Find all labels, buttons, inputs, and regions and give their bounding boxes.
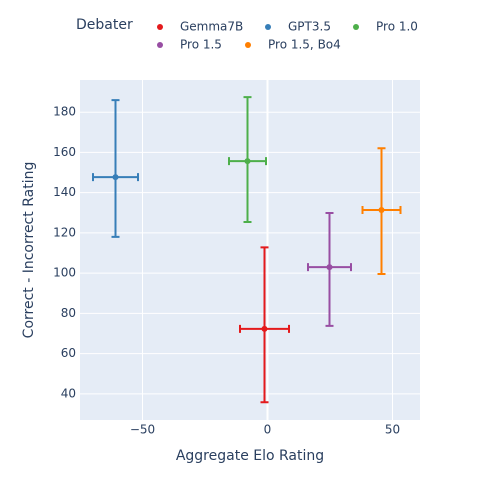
x-tick-label: 50: [385, 423, 400, 437]
y-tick-label: 100: [53, 266, 76, 280]
y-tick-label: 80: [61, 306, 76, 320]
legend-label: Pro 1.5, Bo4: [268, 38, 341, 52]
point: [112, 174, 119, 181]
y-error-bar: [260, 246, 269, 404]
x-tick-label: −50: [130, 423, 155, 437]
point: [378, 206, 385, 213]
legend-label: Pro 1.5: [180, 38, 222, 52]
y-tick-label: 180: [53, 105, 76, 119]
point: [261, 325, 268, 332]
plot-area: [80, 80, 420, 420]
legend-label: GPT3.5: [288, 20, 331, 34]
legend-title: Debater: [76, 17, 133, 33]
y-tick-label: 160: [53, 145, 76, 159]
point: [244, 158, 251, 165]
marks: [92, 96, 402, 404]
legend-label: Pro 1.0: [376, 20, 418, 34]
y-tick-label: 40: [61, 386, 76, 400]
x-axis-label: Aggregate Elo Rating: [176, 448, 324, 464]
legend-marker: [265, 24, 271, 30]
y-tick-label: 140: [53, 185, 76, 199]
point: [326, 264, 333, 271]
grid: [80, 80, 420, 420]
y-tick-label: 60: [61, 346, 76, 360]
legend-marker: [157, 24, 163, 30]
y-error-bar: [111, 99, 120, 238]
x-tick-label: 0: [264, 423, 272, 437]
legend-marker: [353, 24, 359, 30]
legend-label: Gemma7B: [180, 20, 243, 34]
legend-marker: [157, 42, 163, 48]
y-axis-label: Correct - Incorrect Rating: [21, 162, 37, 339]
y-tick-label: 120: [53, 225, 76, 239]
legend-marker: [245, 42, 251, 48]
legend: Gemma7B GPT3.5 Pro 1.0 Pro 1.5 Pro 1.5, Bo4: [157, 20, 418, 52]
